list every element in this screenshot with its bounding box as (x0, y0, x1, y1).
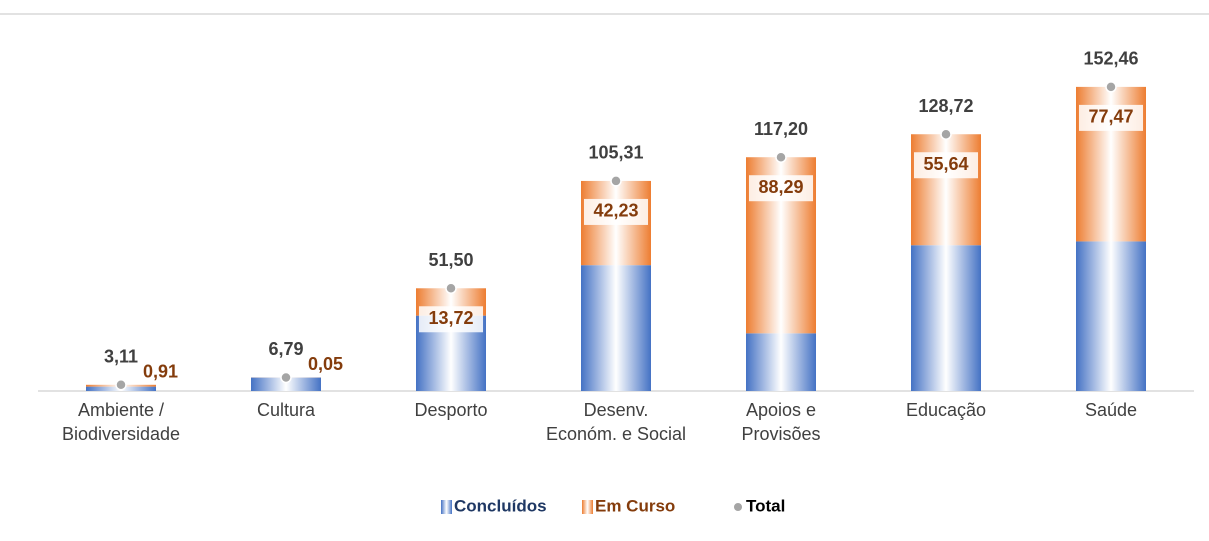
legend-marker (582, 500, 593, 514)
bar-segment (911, 245, 981, 391)
legend-marker (733, 502, 743, 512)
bar-segment (746, 333, 816, 391)
value-label-bg (419, 306, 483, 333)
total-label: 152,46 (1083, 49, 1138, 69)
x-tick-label: Desenv. Económ. e Social (545, 400, 687, 444)
value-label: 13,72 (428, 308, 473, 328)
legend-label: Concluídos (454, 496, 547, 515)
total-marker (940, 128, 952, 140)
value-label: 55,64 (923, 154, 968, 174)
total-label: 117,20 (754, 119, 808, 139)
value-label-bg (749, 175, 813, 202)
bar-segment (581, 265, 651, 391)
total-marker (610, 175, 622, 187)
x-tick-label: Desporto (414, 400, 488, 420)
value-label-bg (584, 198, 648, 225)
bar-segment (1076, 241, 1146, 391)
value-label: 42,23 (593, 201, 638, 221)
total-label: 51,50 (428, 250, 473, 270)
x-tick-label: Saúde (1084, 400, 1138, 420)
value-label-bg (1079, 104, 1143, 131)
total-marker (115, 379, 127, 391)
value-label: 0,91 (143, 362, 178, 382)
value-label: 77,47 (1088, 107, 1133, 127)
bar-segment (251, 377, 321, 391)
x-tick-label: Cultura (256, 400, 316, 420)
x-tick-label: Educação (905, 400, 987, 420)
value-label: 88,29 (758, 177, 803, 197)
value-label: 0,05 (308, 354, 343, 374)
legend-label: Em Curso (595, 496, 675, 515)
legend-label: Total (746, 496, 785, 515)
x-tick-label: Apoios e Provisões (741, 400, 821, 444)
legend-marker (441, 500, 452, 514)
total-marker (280, 371, 292, 384)
total-marker (1105, 81, 1117, 93)
value-label-bg (914, 152, 978, 179)
total-label: 128,72 (918, 96, 973, 116)
bar-segment (911, 134, 981, 246)
total-label: 3,11 (104, 347, 138, 367)
total-marker (445, 282, 457, 295)
total-marker (775, 151, 787, 163)
total-label: 105,31 (588, 143, 643, 163)
total-label: 6,79 (268, 339, 303, 359)
x-tick-label: Ambiente / Biodiversidade (61, 400, 181, 444)
